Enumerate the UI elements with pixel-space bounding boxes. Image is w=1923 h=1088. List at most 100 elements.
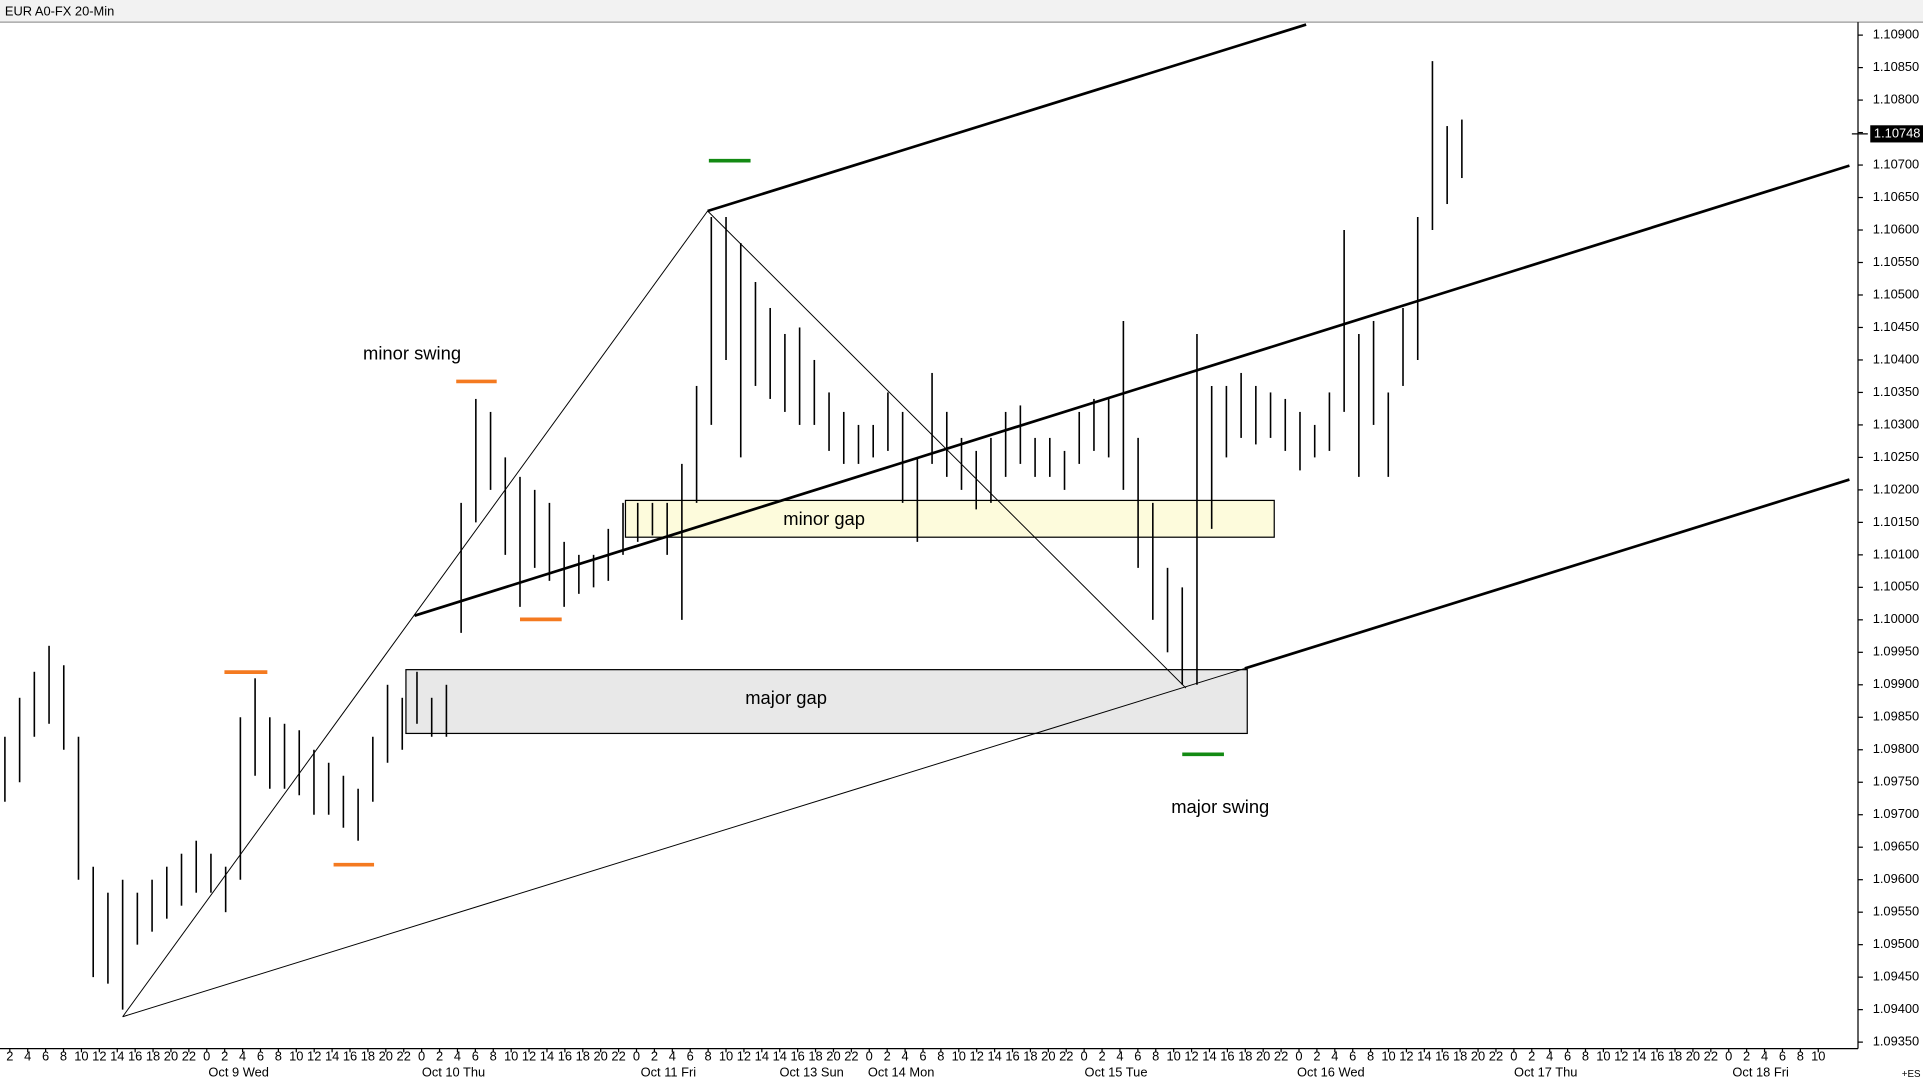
last-price-box (1870, 125, 1923, 143)
x-hour-label: 16 (128, 1049, 142, 1064)
major-gap-box (405, 669, 1248, 735)
x-hour-label: 10 (1596, 1049, 1610, 1064)
x-hour-label: 14 (325, 1049, 339, 1064)
x-hour-label: 22 (182, 1049, 196, 1064)
x-hour-label: 14 (110, 1049, 124, 1064)
y-tick-label: 1.09450 (1873, 969, 1919, 984)
last-price-label: 1.10748 (1874, 125, 1920, 140)
x-hour-label: 22 (397, 1049, 411, 1064)
annotation: major gap (745, 687, 827, 708)
x-hour-label: 16 (343, 1049, 357, 1064)
x-hour-label: 2 (1313, 1049, 1320, 1064)
x-hour-label: 12 (307, 1049, 321, 1064)
x-hour-label: 8 (60, 1049, 67, 1064)
x-hour-label: 22 (1059, 1049, 1073, 1064)
x-hour-label: 6 (1779, 1049, 1786, 1064)
y-tick-label: 1.09800 (1873, 741, 1919, 756)
x-hour-label: 18 (1668, 1049, 1682, 1064)
x-hour-label: 14 (1632, 1049, 1646, 1064)
y-tick-label: 1.09550 (1873, 904, 1919, 919)
x-hour-label: 4 (669, 1049, 676, 1064)
x-hour-label: 4 (24, 1049, 31, 1064)
swing-line (122, 210, 709, 1018)
x-hour-label: 10 (952, 1049, 966, 1064)
y-tick-label: 1.09650 (1873, 839, 1919, 854)
y-tick-label: 1.10100 (1873, 546, 1919, 561)
x-hour-label: 14 (755, 1049, 769, 1064)
x-hour-label: 14 (540, 1049, 554, 1064)
median-channel (414, 164, 1850, 617)
x-hour-label: 10 (719, 1049, 733, 1064)
x-hour-label: 16 (1220, 1049, 1234, 1064)
y-tick-label: 1.09950 (1873, 644, 1919, 659)
swing-markers (224, 158, 1224, 867)
x-hour-label: 8 (937, 1049, 944, 1064)
x-hour-label: 22 (1489, 1049, 1503, 1064)
x-hour-label: 12 (737, 1049, 751, 1064)
y-tick-label: 1.10400 (1873, 351, 1919, 366)
y-tick-label: 1.10250 (1873, 449, 1919, 464)
x-hour-label: 10 (504, 1049, 518, 1064)
x-date-label: Oct 15 Tue (1085, 1065, 1148, 1080)
x-hour-label: 18 (1453, 1049, 1467, 1064)
x-hour-label: 20 (1256, 1049, 1270, 1064)
x-date-label: Oct 16 Wed (1297, 1065, 1365, 1080)
x-hour-label: 20 (826, 1049, 840, 1064)
chart-title: EUR A0-FX 20-Min (5, 4, 114, 19)
x-hour-label: 8 (1797, 1049, 1804, 1064)
y-tick-label: 1.10150 (1873, 514, 1919, 529)
x-hour-label: 22 (1274, 1049, 1288, 1064)
lower-channel (1244, 478, 1850, 670)
x-hour-label: 6 (687, 1049, 694, 1064)
x-hour-label: 4 (1546, 1049, 1553, 1064)
x-hour-label: 2 (436, 1049, 443, 1064)
x-hour-label: 6 (42, 1049, 49, 1064)
y-tick-label: 1.10350 (1873, 384, 1919, 399)
x-date-label: Oct 18 Fri (1732, 1065, 1788, 1080)
y-tick-label: 1.10850 (1873, 59, 1919, 74)
x-hour-label: 20 (164, 1049, 178, 1064)
x-hour-label: 18 (361, 1049, 375, 1064)
x-hour-label: 20 (1041, 1049, 1055, 1064)
corner-label: +ES (1902, 1069, 1921, 1080)
y-tick-label: 1.10650 (1873, 189, 1919, 204)
y-tick-label: 1.09850 (1873, 709, 1919, 724)
y-tick-label: 1.10700 (1873, 156, 1919, 171)
y-tick-label: 1.10000 (1873, 611, 1919, 626)
x-hour-label: 2 (1743, 1049, 1750, 1064)
title-bar (0, 0, 1923, 23)
swing-line (122, 667, 1245, 1018)
x-hour-label: 4 (454, 1049, 461, 1064)
x-hour-label: 18 (1238, 1049, 1252, 1064)
x-hour-label: 20 (379, 1049, 393, 1064)
x-hour-label: 8 (705, 1049, 712, 1064)
y-tick-label: 1.09750 (1873, 774, 1919, 789)
x-hour-label: 10 (74, 1049, 88, 1064)
x-hour-label: 2 (221, 1049, 228, 1064)
y-tick-label: 1.10900 (1873, 27, 1919, 42)
x-hour-label: 0 (418, 1049, 425, 1064)
x-hour-label: 12 (1184, 1049, 1198, 1064)
x-hour-label: 16 (558, 1049, 572, 1064)
x-hour-label: 10 (289, 1049, 303, 1064)
x-hour-label: 14 (987, 1049, 1001, 1064)
annotation: major swing (1171, 796, 1269, 817)
x-hour-label: 18 (1023, 1049, 1037, 1064)
x-hour-label: 14 (1417, 1049, 1431, 1064)
x-hour-label: 4 (239, 1049, 246, 1064)
y-tick-label: 1.10050 (1873, 579, 1919, 594)
x-hour-label: 12 (970, 1049, 984, 1064)
y-tick-label: 1.10500 (1873, 286, 1919, 301)
x-hour-label: 12 (92, 1049, 106, 1064)
y-tick-label: 1.10550 (1873, 254, 1919, 269)
x-hour-label: 22 (611, 1049, 625, 1064)
x-hour-label: 0 (1081, 1049, 1088, 1064)
x-hour-label: 0 (866, 1049, 873, 1064)
x-hour-label: 22 (1704, 1049, 1718, 1064)
x-hour-label: 4 (1331, 1049, 1338, 1064)
y-tick-label: 1.09350 (1873, 1034, 1919, 1049)
drawings (122, 23, 1850, 1018)
x-date-label: Oct 13 Sun (779, 1065, 843, 1080)
